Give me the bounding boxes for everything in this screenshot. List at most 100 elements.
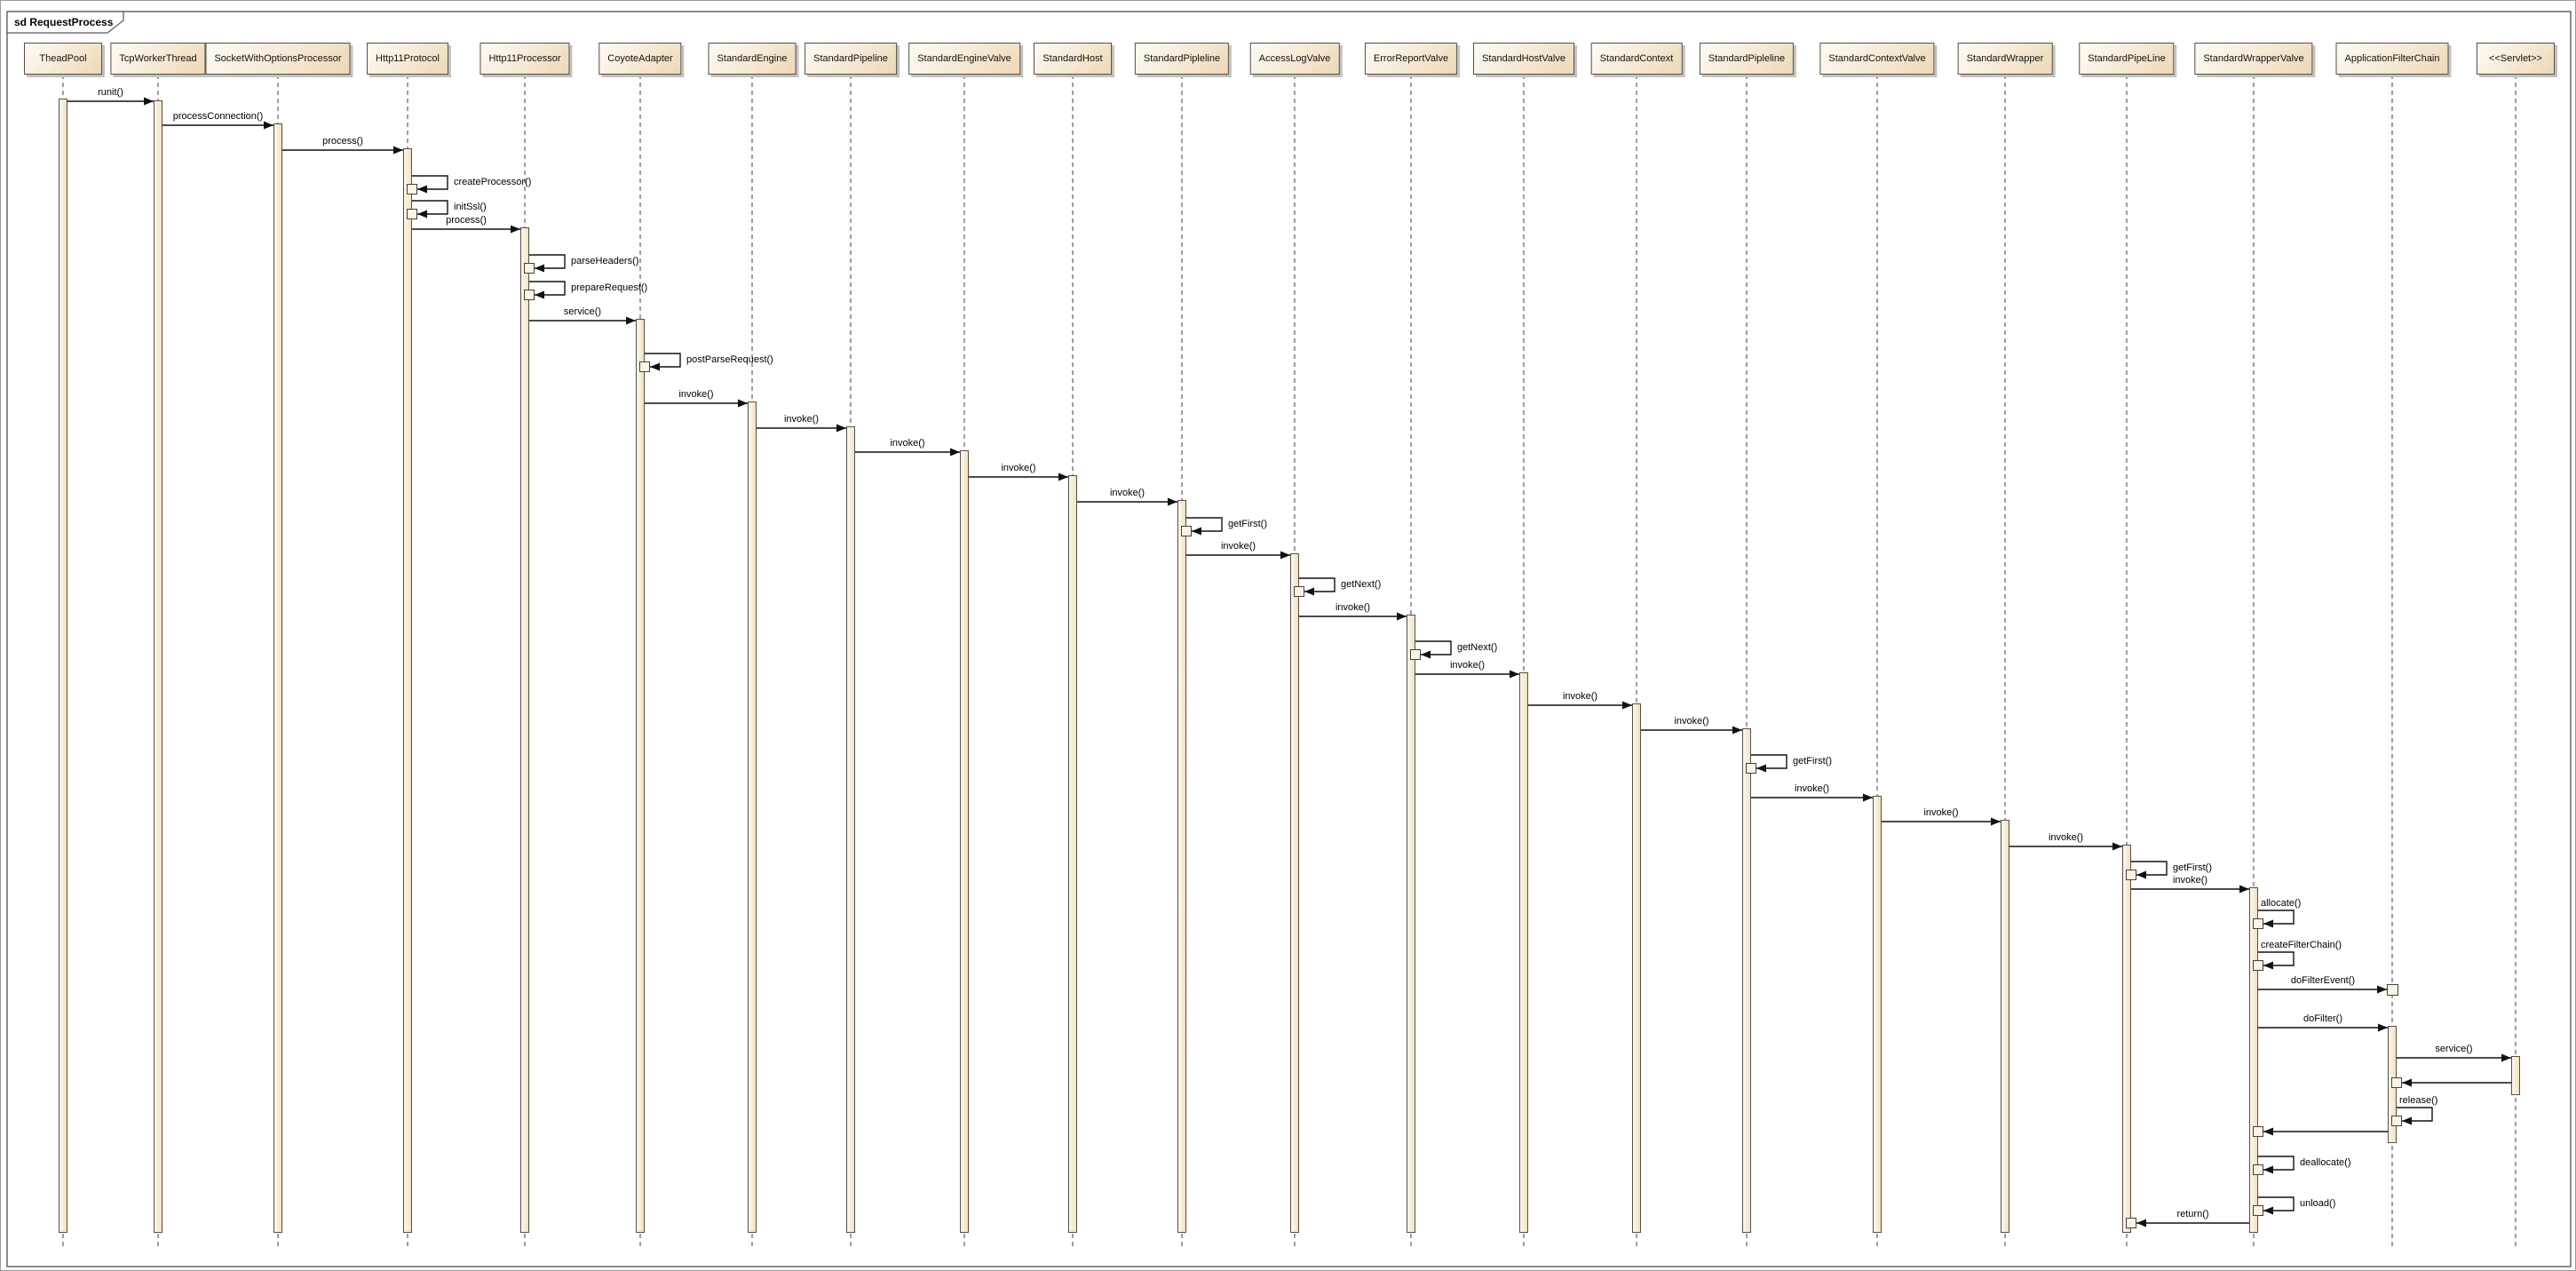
self-call-loop: [2258, 1196, 2295, 1211]
self-call-label: createProcessor(): [454, 177, 532, 187]
message-call-arrowhead: [264, 121, 273, 130]
message-return-arrowhead: [2263, 1127, 2273, 1136]
self-call-square: [2253, 960, 2263, 971]
lifeline-head: StandardContextValve: [1819, 43, 1935, 75]
lifeline-head: StandardPipleline: [1134, 43, 1230, 75]
activation-bar: [748, 401, 757, 1233]
self-call-arrowhead: [417, 210, 427, 218]
self-call-loop: [2258, 951, 2295, 966]
message-call-label: invoke(): [2048, 832, 2084, 843]
lifeline-head: AccessLogValve: [1249, 43, 1340, 75]
self-call-label: getFirst(): [1228, 519, 1267, 529]
self-call-loop: [2397, 1107, 2433, 1122]
self-call-square: [407, 184, 417, 195]
self-call-arrowhead: [2263, 1206, 2273, 1215]
message-call-label: invoke(): [1335, 602, 1371, 613]
self-call-square: [2253, 1205, 2263, 1216]
self-call-arrowhead: [1304, 587, 1314, 596]
self-call-label: deallocate(): [2300, 1157, 2351, 1168]
lifeline-head: StandardWrapper: [1957, 43, 2053, 75]
self-call-loop: [1415, 640, 1452, 655]
message-call-label: invoke(): [2172, 875, 2208, 886]
message-call-label: doFilter(): [2303, 1013, 2343, 1024]
activation-bar: [2511, 1056, 2520, 1095]
self-call-arrowhead: [1421, 650, 1431, 659]
message-call-arrowhead: [1863, 793, 1873, 802]
lifeline-head: CoyoteAdapter: [598, 43, 682, 75]
activation-bar: [1873, 796, 1882, 1233]
message-call-label: invoke(): [678, 389, 714, 400]
message-call-arrowhead: [1991, 817, 2001, 826]
message-call-arrowhead: [511, 225, 520, 234]
lifeline-head: StandardWrapperValve: [2194, 43, 2313, 75]
lifeline-head: TcpWorkerThread: [110, 43, 206, 75]
return-target-square: [2253, 1126, 2263, 1137]
message-call-label: invoke(): [1562, 691, 1598, 702]
self-call-arrowhead: [2263, 1165, 2273, 1174]
self-call-label: initSsl(): [454, 202, 487, 212]
self-call-arrowhead: [417, 185, 427, 194]
message-call-arrowhead: [1280, 551, 1290, 560]
message-call-label: invoke(): [1109, 488, 1145, 498]
message-return-arrowhead: [2136, 1219, 2146, 1227]
activation-bar: [2122, 845, 2131, 1233]
lifeline-name: ApplicationFilterChain: [2344, 53, 2440, 64]
self-call-arrowhead: [2263, 961, 2273, 970]
message-call-arrowhead: [1622, 701, 1632, 710]
message-call-label: invoke(): [783, 414, 820, 425]
self-call-label: getNext(): [1341, 579, 1382, 590]
lifeline-name: Http11Processor: [488, 53, 561, 64]
self-call-square: [639, 361, 650, 372]
self-call-square: [1181, 526, 1192, 536]
lifeline-head: StandardHost: [1034, 43, 1112, 75]
message-call-arrowhead: [2239, 885, 2249, 894]
self-call-label: getNext(): [1457, 642, 1498, 653]
message-call-arrowhead: [1732, 726, 1742, 735]
activation-bar: [1068, 475, 1077, 1233]
lifeline-head: StandardPipeline: [805, 43, 897, 75]
lifeline-name: StandardPipeLine: [2088, 53, 2166, 64]
message-call-label: runit(): [98, 87, 123, 98]
message-call-arrowhead: [950, 448, 960, 457]
message-call-arrowhead: [1397, 612, 1407, 621]
message-call-label: doFilterEvent(): [2290, 975, 2356, 986]
message-call-label: invoke(): [1220, 541, 1256, 552]
message-call-label: invoke(): [1449, 660, 1486, 671]
self-call-arrowhead: [535, 264, 544, 273]
lifeline-name: StandardEngineValve: [917, 53, 1011, 64]
lifeline-name: Http11Protocol: [376, 53, 440, 64]
lifeline-name: StandardPipleline: [1708, 53, 1786, 64]
self-call-loop: [412, 200, 448, 215]
lifeline-name: CoyoteAdapter: [607, 53, 673, 64]
self-call-loop: [529, 281, 566, 296]
self-call-label: getFirst(): [1793, 756, 1832, 767]
lifeline-name: AccessLogValve: [1258, 53, 1331, 64]
lifeline-name: StandardContext: [1599, 53, 1674, 64]
lifeline-head: ApplicationFilterChain: [2335, 43, 2449, 75]
activation-bar: [1519, 672, 1528, 1233]
message-call-label: process(): [322, 136, 363, 147]
return-target-square: [2391, 1077, 2402, 1088]
lifeline-head: SocketWithOptionsProcessor: [205, 43, 351, 75]
message-return-label: return(): [2176, 1209, 2209, 1219]
message-call-label: process(): [446, 215, 487, 226]
sd-frame-border: [6, 11, 2572, 1267]
activation-bar: [273, 123, 282, 1233]
lifeline-name: StandardPipeline: [813, 53, 888, 64]
message-call-arrowhead: [626, 316, 636, 325]
activation-bar: [154, 100, 162, 1233]
self-call-square: [2253, 918, 2263, 929]
lifeline-head: StandardContext: [1590, 43, 1683, 75]
lifeline-name: <<Servlet>>: [2489, 53, 2542, 64]
self-call-square: [2253, 1164, 2263, 1175]
self-call-loop: [412, 175, 448, 190]
self-call-square: [1746, 763, 1756, 774]
activation-bar: [403, 148, 412, 1233]
lifeline-name: ErrorReportValve: [1373, 53, 1449, 64]
self-call-label: release(): [2399, 1095, 2438, 1106]
self-call-label: createFilterChain(): [2261, 940, 2342, 950]
activation-bar: [960, 450, 969, 1233]
self-call-arrowhead: [2263, 919, 2273, 928]
lifeline-name: StandardEngine: [717, 53, 788, 64]
self-call-loop: [2131, 861, 2168, 876]
